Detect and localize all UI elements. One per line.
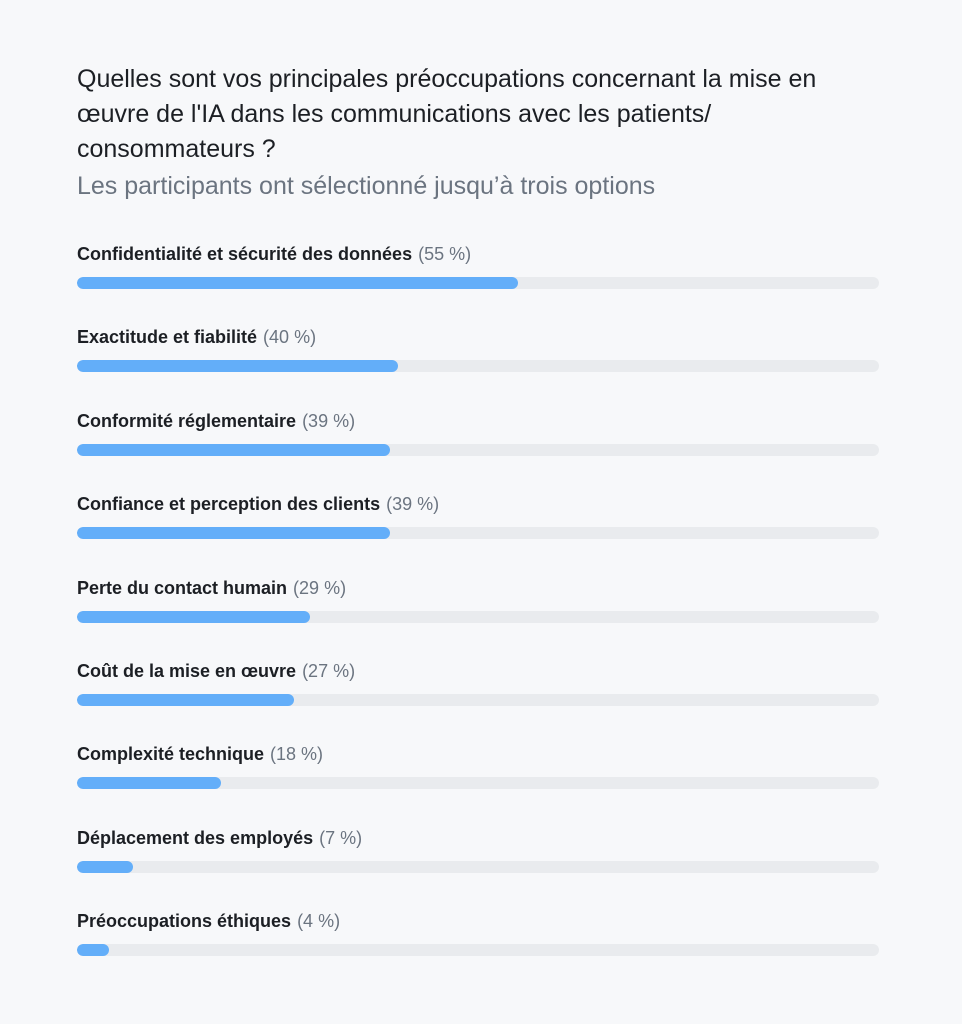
bar-label: Exactitude et fiabilité (40 %) bbox=[77, 326, 316, 348]
bar-track bbox=[77, 277, 879, 289]
bar-label: Confidentialité et sécurité des données(… bbox=[77, 243, 471, 265]
value-label: (7 %) bbox=[319, 827, 363, 848]
category-label: Confiance et perception des clients bbox=[77, 494, 381, 515]
bar-label: Confiance et perception des clients (39 %… bbox=[77, 493, 439, 515]
category-label: Perte du contact humain bbox=[77, 577, 288, 598]
bar-label: Perte du contact humain (29 %) bbox=[77, 577, 346, 599]
bar-fill bbox=[77, 443, 390, 456]
chart-card: Quelles sont vos principales préoccupati… bbox=[77, 62, 879, 986]
bar-track bbox=[77, 693, 879, 706]
bar-fill bbox=[77, 277, 519, 289]
bar-row: Confidentialité et sécurité des données(… bbox=[77, 235, 879, 318]
value-label: (4 %) bbox=[297, 911, 341, 932]
value-label: (55 %) bbox=[418, 244, 472, 264]
category-label: Exactitude et fiabilité bbox=[77, 327, 258, 348]
category-label: Confidentialité et sécurité des données bbox=[77, 244, 413, 264]
bar-track bbox=[77, 610, 879, 623]
bar-label: Coût de la mise en œuvre (27 %) bbox=[77, 660, 355, 682]
bar-fill bbox=[77, 777, 222, 790]
value-label: (18 %) bbox=[270, 744, 324, 765]
bar-row: Coût de la mise en œuvre (27 %) bbox=[77, 652, 879, 735]
bar-fill bbox=[77, 693, 294, 706]
category-label: Préoccupations éthiques bbox=[77, 911, 292, 932]
bar-row: Complexité technique (18 %) bbox=[77, 735, 879, 818]
value-label: (39 %) bbox=[386, 494, 440, 515]
bar-label: Déplacement des employés (7 %) bbox=[77, 827, 362, 849]
value-label: (27 %) bbox=[302, 660, 356, 681]
bar-track bbox=[77, 443, 879, 456]
bar-fill bbox=[77, 610, 310, 623]
bar-list: Confidentialité et sécurité des données(… bbox=[77, 235, 879, 986]
category-label: Complexité technique bbox=[77, 744, 265, 765]
bar-track bbox=[77, 360, 879, 373]
category-label: Déplacement des employés bbox=[77, 827, 314, 848]
bar-fill bbox=[77, 944, 110, 957]
bar-row: Exactitude et fiabilité (40 %) bbox=[77, 318, 879, 401]
bar-fill bbox=[77, 860, 134, 873]
chart-title: Quelles sont vos principales préoccupati… bbox=[77, 65, 817, 163]
bar-track bbox=[77, 944, 879, 957]
bar-row: Perte du contact humain (29 %) bbox=[77, 569, 879, 652]
value-label: (39 %) bbox=[302, 410, 356, 431]
bar-label: Conformité réglementaire (39 %) bbox=[77, 410, 355, 432]
bar-row: Déplacement des employés (7 %) bbox=[77, 819, 879, 902]
bar-label: Complexité technique (18 %) bbox=[77, 743, 323, 765]
category-label: Conformité réglementaire bbox=[77, 410, 297, 431]
value-label: (29 %) bbox=[293, 577, 347, 598]
value-label: (40 %) bbox=[263, 327, 317, 348]
bar-track bbox=[77, 860, 879, 873]
bar-fill bbox=[77, 527, 390, 540]
bar-row: Préoccupations éthiques (4 %) bbox=[77, 902, 879, 985]
bar-row: Conformité réglementaire (39 %) bbox=[77, 402, 879, 485]
bar-row: Confiance et perception des clients (39 %… bbox=[77, 485, 879, 568]
bar-track bbox=[77, 527, 879, 540]
bar-label: Préoccupations éthiques (4 %) bbox=[77, 910, 340, 932]
chart-subtitle: Les participants ont sélectionné jusqu’à… bbox=[77, 172, 656, 200]
category-label: Coût de la mise en œuvre bbox=[77, 660, 297, 681]
bar-track bbox=[77, 777, 879, 790]
bar-fill bbox=[77, 360, 398, 373]
